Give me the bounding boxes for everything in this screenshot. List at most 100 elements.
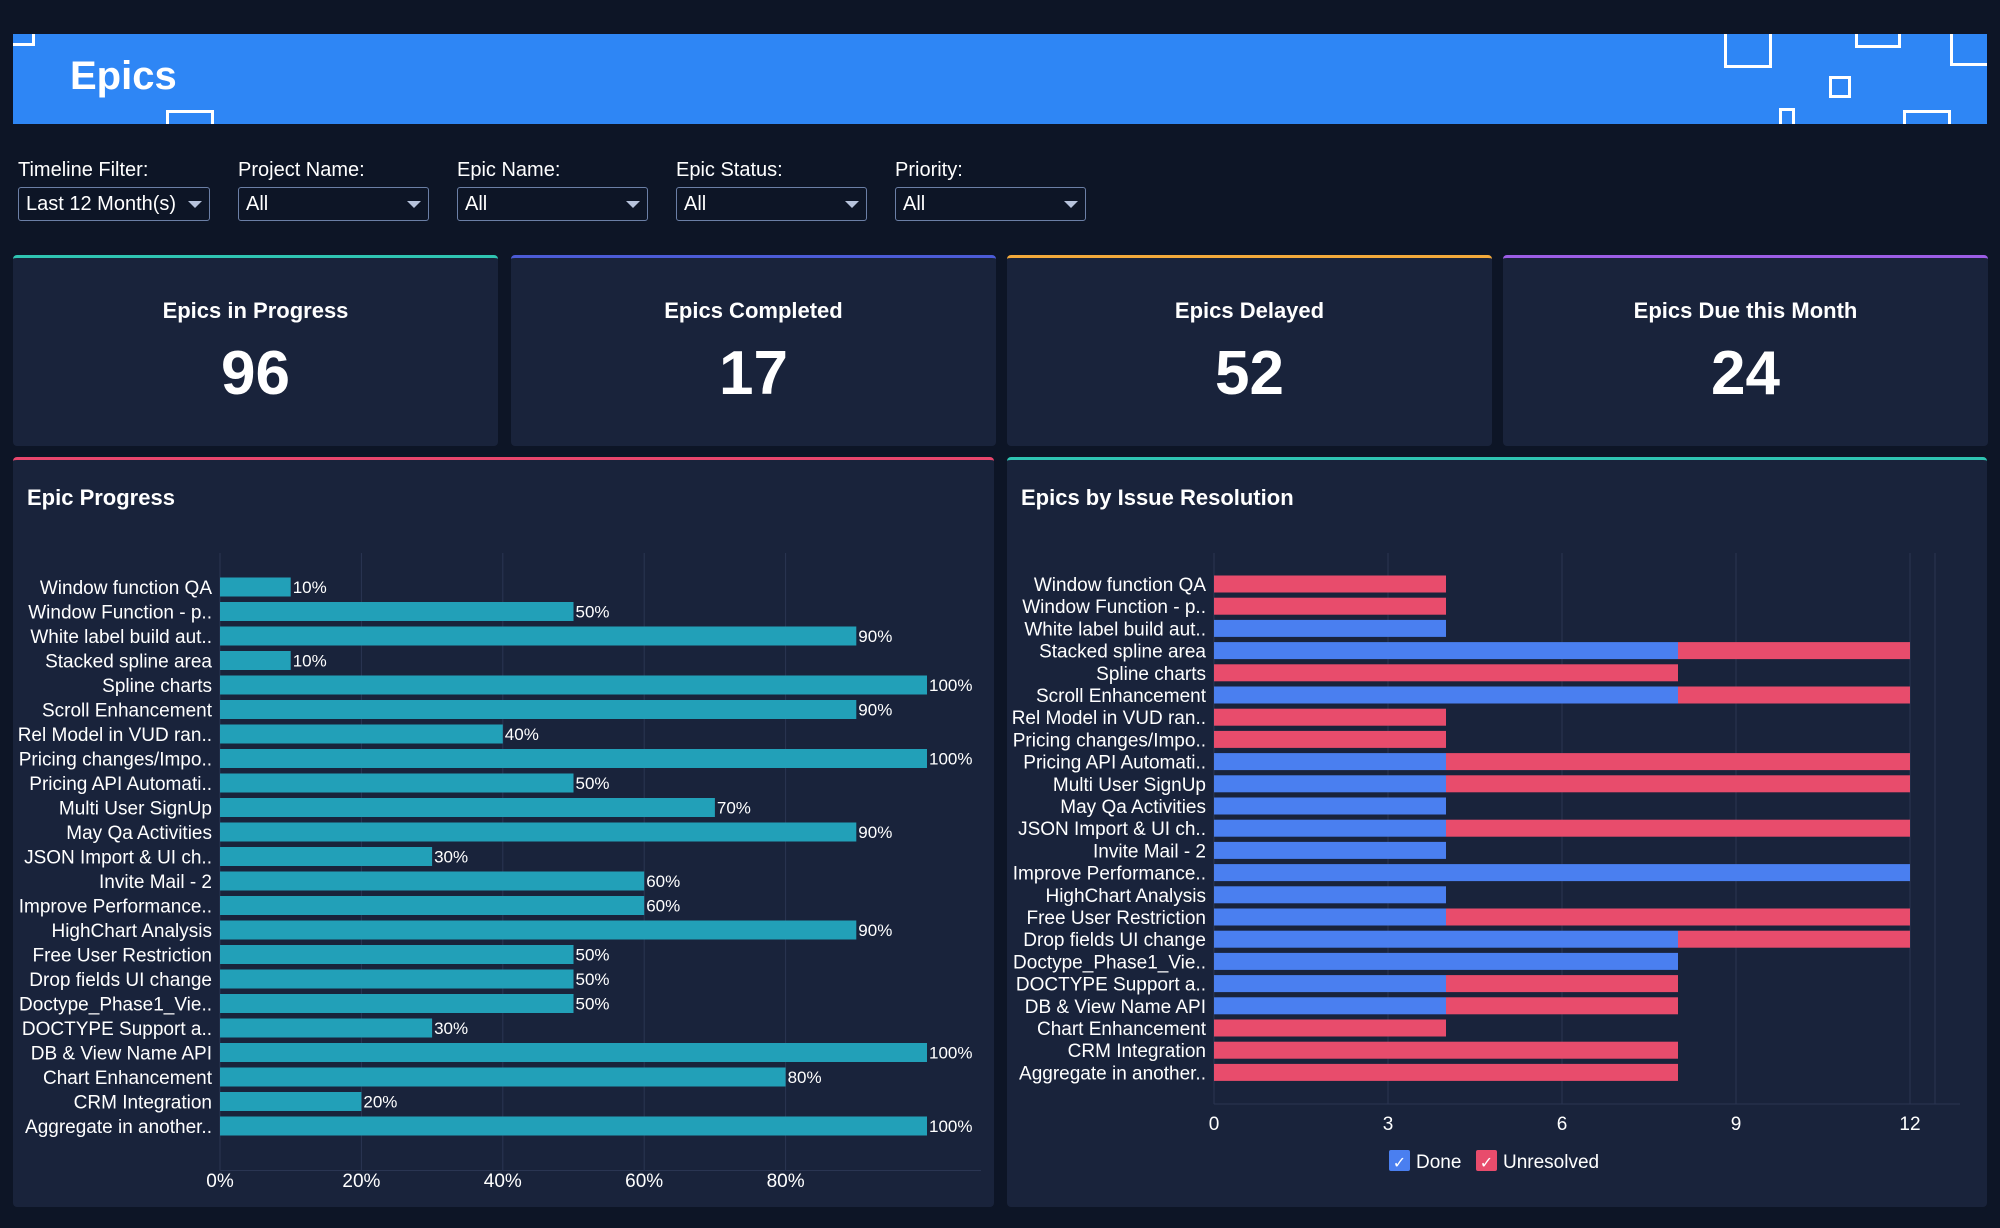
data-label: 20% [363, 1093, 397, 1112]
data-label: 10% [293, 578, 327, 597]
bar [220, 1116, 927, 1136]
kpi-card-completed: Epics Completed 17 [511, 255, 996, 446]
category-label: Window function QA [40, 578, 212, 599]
category-label: DOCTYPE Support a.. [1016, 975, 1206, 996]
bar-segment [1214, 975, 1446, 993]
legend-swatch [1389, 1150, 1410, 1171]
data-label: 10% [293, 652, 327, 671]
category-label: May Qa Activities [1060, 797, 1206, 818]
data-label: 90% [858, 823, 892, 842]
header-decoration [1829, 76, 1851, 98]
data-label: 70% [717, 799, 751, 818]
x-tick-label: 40% [484, 1171, 522, 1192]
bar-segment [1214, 664, 1678, 682]
bar [220, 847, 433, 866]
category-label: Scroll Enhancement [1036, 686, 1207, 707]
epic-status-select[interactable]: All [676, 187, 867, 221]
category-label: Doctype_Phase1_Vie.. [1013, 952, 1206, 973]
header-decoration [1950, 34, 1987, 66]
category-label: Window Function - p.. [1022, 597, 1206, 618]
bar-segment [1446, 975, 1678, 993]
legend-label: Done [1416, 1152, 1461, 1173]
header-decoration [1724, 34, 1772, 68]
x-tick-label: 6 [1557, 1114, 1568, 1135]
bar [220, 724, 503, 744]
project-name-select[interactable]: All [238, 187, 429, 221]
x-tick-label: 20% [342, 1171, 380, 1192]
bar-segment [1446, 775, 1910, 793]
epic-status-filter: Epic Status: All [676, 157, 867, 221]
data-label: 50% [576, 970, 610, 989]
category-label: Stacked spline area [1039, 642, 1206, 663]
bar [220, 1067, 786, 1087]
bar-segment [1214, 686, 1678, 704]
bar-segment [1214, 575, 1446, 593]
x-tick-label: 0% [206, 1171, 234, 1192]
bar [220, 871, 645, 891]
category-label: Pricing changes/Impo.. [19, 750, 212, 771]
category-label: Improve Performance.. [1013, 864, 1206, 885]
bar-segment [1678, 686, 1910, 704]
data-label: 90% [858, 921, 892, 940]
bar-segment [1214, 619, 1446, 637]
bar [220, 651, 291, 670]
bar-segment [1446, 908, 1910, 926]
x-tick-label: 9 [1731, 1114, 1742, 1135]
legend-swatch [1476, 1150, 1497, 1171]
check-icon: ✓ [1393, 1153, 1406, 1172]
bar-segment [1214, 1041, 1678, 1059]
category-label: Rel Model in VUD ran.. [1012, 708, 1206, 729]
priority-select[interactable]: All [895, 187, 1086, 221]
bar-segment [1214, 797, 1446, 815]
category-label: Chart Enhancement [1037, 1019, 1207, 1040]
bar-segment [1214, 642, 1678, 660]
bar-segment [1214, 775, 1446, 793]
category-label: HighChart Analysis [1045, 886, 1206, 907]
x-tick-label: 12 [1899, 1114, 1920, 1135]
bar-segment [1214, 952, 1678, 970]
data-label: 50% [576, 603, 610, 622]
legend-label: Unresolved [1503, 1152, 1599, 1173]
timeline-filter-select[interactable]: Last 12 Month(s) [18, 187, 210, 221]
kpi-card-due-this-month: Epics Due this Month 24 [1503, 255, 1988, 446]
category-label: Free User Restriction [1027, 908, 1207, 929]
data-label: 50% [576, 946, 610, 965]
category-label: Aggregate in another.. [25, 1117, 212, 1138]
select-value: All [684, 193, 707, 215]
data-label: 90% [858, 701, 892, 720]
category-label: Pricing API Automati.. [29, 774, 212, 795]
bar-segment [1214, 864, 1910, 882]
epic-name-select[interactable]: All [457, 187, 648, 221]
category-label: Chart Enhancement [43, 1068, 213, 1089]
filter-label: Epic Status: [676, 159, 783, 181]
kpi-value: 52 [1215, 339, 1284, 408]
select-value: Last 12 Month(s) [26, 193, 177, 215]
category-label: Pricing API Automati.. [1023, 753, 1206, 774]
header-decoration [1779, 108, 1795, 124]
kpi-card-in-progress: Epics in Progress 96 [13, 255, 498, 446]
bar [220, 920, 857, 940]
filter-label: Priority: [895, 159, 963, 181]
bar-segment [1446, 753, 1910, 771]
category-label: Invite Mail - 2 [99, 872, 212, 893]
bar [220, 675, 927, 695]
bar [220, 798, 715, 817]
bar [220, 577, 291, 597]
x-tick-label: 60% [625, 1171, 663, 1192]
page-header: Epics [13, 34, 1987, 124]
bar-segment [1446, 997, 1678, 1015]
bar [220, 945, 574, 964]
bar-segment [1214, 1063, 1678, 1081]
category-label: Window Function - p.. [28, 603, 212, 624]
category-label: DB & View Name API [31, 1044, 212, 1065]
data-label: 50% [576, 995, 610, 1014]
data-label: 60% [646, 897, 680, 916]
category-label: Spline charts [102, 676, 212, 697]
filter-label: Project Name: [238, 159, 365, 181]
data-label: 100% [929, 750, 972, 769]
kpi-title: Epics Due this Month [1633, 298, 1858, 323]
kpi-title: Epics Completed [664, 298, 843, 323]
category-label: DB & View Name API [1025, 997, 1206, 1018]
select-value: All [465, 193, 488, 215]
bar-segment [1678, 930, 1910, 948]
